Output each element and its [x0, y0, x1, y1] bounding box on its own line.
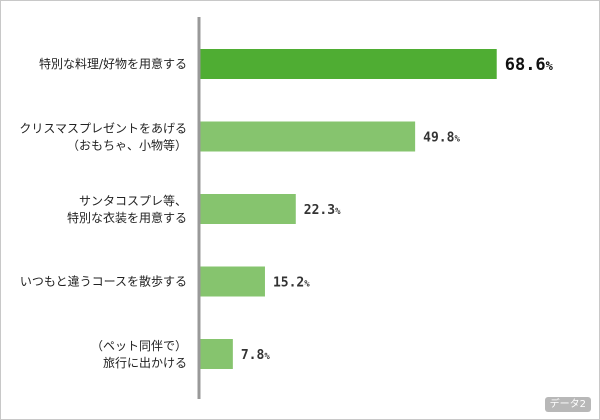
bar-1 [199, 49, 497, 79]
category-label-5: （ペット同伴で）旅行に出かける [91, 339, 187, 370]
bar-5 [199, 339, 233, 369]
value-label-2: 49.8% [423, 131, 460, 146]
value-label-1: 68.6% [505, 55, 554, 75]
data-badge: データ2 [544, 397, 591, 412]
bar-2 [199, 121, 416, 152]
value-label-3: 22.3% [304, 203, 341, 218]
value-label-4: 15.2% [273, 276, 310, 291]
category-label-2: クリスマスプレゼントをあげる（おもちゃ、小物等） [19, 122, 187, 153]
category-label-1: 特別な料理/好物を用意する [39, 56, 187, 71]
value-label-5: 7.8% [241, 348, 270, 363]
category-label-4: いつもと違うコースを散歩する [20, 274, 187, 289]
bar-4 [199, 266, 265, 297]
category-label-3: サンタコスプレ等、特別な衣装を用意する [67, 194, 187, 225]
bar-3 [199, 194, 296, 224]
